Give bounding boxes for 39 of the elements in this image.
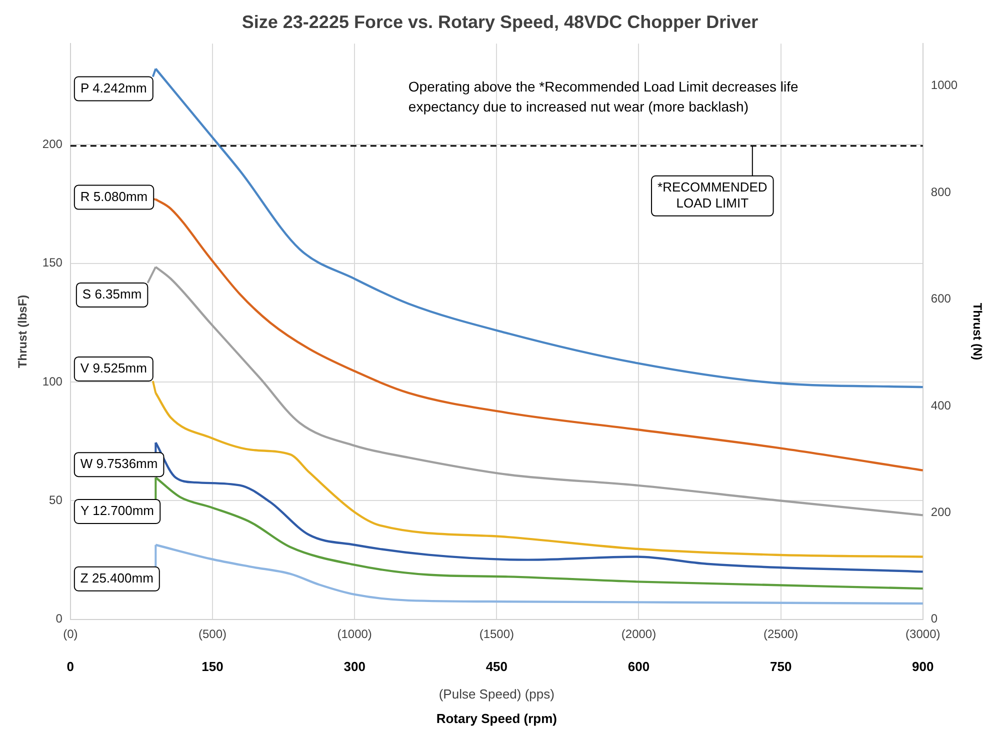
x-tick-label: 900 bbox=[912, 659, 934, 674]
series-label: V 9.525mm bbox=[80, 360, 147, 376]
y-tick-label: 50 bbox=[49, 493, 63, 508]
x-tick-label: 450 bbox=[486, 659, 508, 674]
y2-tick-label: 200 bbox=[930, 504, 952, 519]
x2-tick-label: (0) bbox=[63, 626, 78, 641]
x-tick-label: 150 bbox=[202, 659, 224, 674]
legend-label: Y 12.700mm bbox=[80, 503, 154, 518]
y-tick-label: 100 bbox=[42, 374, 63, 388]
x-tick-label: 750 bbox=[770, 659, 792, 674]
x-tick-label: 600 bbox=[628, 659, 650, 674]
y-tick-label: 0 bbox=[56, 612, 63, 626]
y2-tick-label: 1000 bbox=[930, 78, 958, 92]
x2-tick-label: (3000) bbox=[906, 626, 940, 641]
x-tick-label: 0 bbox=[66, 659, 74, 674]
y-axis-title: Thrust (lbsF) bbox=[16, 294, 30, 368]
y-tick-label: 150 bbox=[42, 256, 63, 270]
y-tick-label: 200 bbox=[42, 137, 63, 152]
legend-label: W 9.7536mm bbox=[80, 456, 158, 472]
annotation: Operating above the *Recommended Load Limit decreases life expectancy due to increased nut wear (more backlash) bbox=[408, 78, 799, 114]
legend-label: Z 25.400mm bbox=[80, 570, 154, 586]
y2-tick-label: 0 bbox=[930, 612, 938, 626]
y2-tick-label: 800 bbox=[930, 184, 952, 199]
x2-tick-label: (1500) bbox=[479, 626, 514, 641]
x-tick-label: 300 bbox=[344, 659, 366, 674]
y2-tick-label: 600 bbox=[930, 292, 952, 306]
x-axis-title: Rotary Speed (rpm) bbox=[436, 710, 557, 726]
x2-tick-label: (500) bbox=[198, 626, 227, 641]
x2-tick-label: (2000) bbox=[621, 626, 656, 641]
x2-axis-title: (Pulse Speed) (pps) bbox=[438, 686, 554, 702]
legend-label: P 4.242mm bbox=[80, 80, 147, 96]
legend-label: S 6.35mm bbox=[82, 286, 142, 302]
y2-axis-title: Thrust (N) bbox=[970, 302, 984, 360]
x2-tick-label: (2500) bbox=[763, 626, 798, 641]
legend-label: *RECOMMENDED LOAD LIMIT bbox=[658, 179, 768, 210]
x2-tick-label: (1000) bbox=[337, 626, 372, 641]
series-label: R 5.080mm bbox=[80, 188, 148, 204]
chart-title: Size 23-2225 Force vs. Rotary Speed, 48VDC Chopper Driver bbox=[242, 12, 758, 32]
y2-tick-label: 400 bbox=[930, 398, 952, 412]
